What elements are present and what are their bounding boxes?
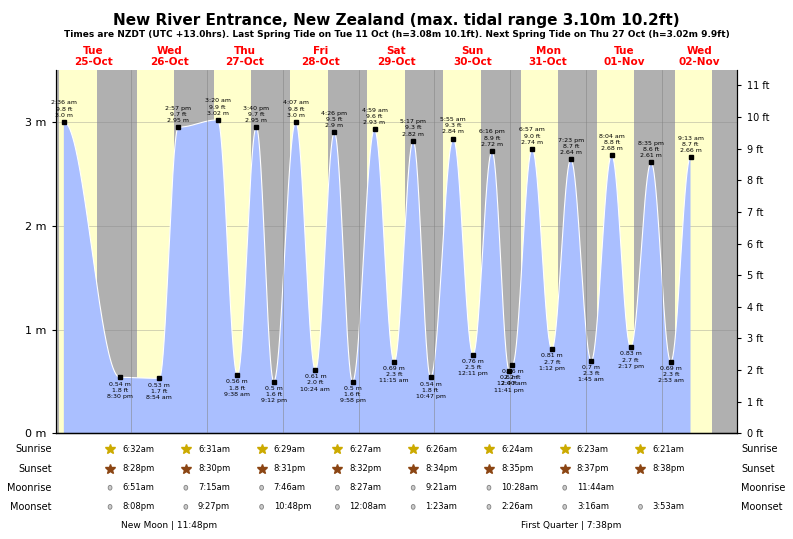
Text: 6:57 am
9.0 ft
2.74 m: 6:57 am 9.0 ft 2.74 m: [519, 127, 545, 145]
Text: 6:32am: 6:32am: [122, 445, 154, 454]
Circle shape: [487, 485, 491, 490]
Bar: [328, 70, 367, 433]
Text: Sunset: Sunset: [741, 464, 775, 474]
Text: 0.66 m
2.2 ft
12:40 am: 0.66 m 2.2 ft 12:40 am: [497, 369, 527, 386]
Bar: [251, 70, 290, 433]
Text: 0.76 m
2.5 ft
12:11 pm: 0.76 m 2.5 ft 12:11 pm: [458, 358, 488, 376]
Text: 8:35pm: 8:35pm: [501, 464, 534, 473]
Bar: [634, 70, 675, 433]
Circle shape: [184, 505, 188, 509]
Text: Moonset: Moonset: [10, 502, 52, 512]
Text: Moonset: Moonset: [741, 502, 783, 512]
Bar: [98, 70, 136, 433]
Text: 7:15am: 7:15am: [198, 483, 230, 492]
Text: 8:32pm: 8:32pm: [350, 464, 381, 473]
Circle shape: [638, 505, 642, 509]
Text: 8:34pm: 8:34pm: [425, 464, 458, 473]
Bar: [712, 70, 737, 433]
Circle shape: [487, 505, 491, 509]
Text: 8:04 am
8.8 ft
2.68 m: 8:04 am 8.8 ft 2.68 m: [599, 134, 625, 151]
Text: Sunrise: Sunrise: [741, 445, 778, 454]
Text: Sunset: Sunset: [18, 464, 52, 474]
Text: 2:26am: 2:26am: [501, 502, 533, 512]
Text: 0.54 m
1.8 ft
10:47 pm: 0.54 m 1.8 ft 10:47 pm: [416, 382, 446, 399]
Text: 2:36 am
9.8 ft
3.0 m: 2:36 am 9.8 ft 3.0 m: [51, 100, 77, 118]
Circle shape: [260, 505, 263, 509]
Text: 0.54 m
1.8 ft
8:30 pm: 0.54 m 1.8 ft 8:30 pm: [107, 382, 133, 399]
Text: 6:24am: 6:24am: [501, 445, 533, 454]
Text: 9:13 am
8.7 ft
2.66 m: 9:13 am 8.7 ft 2.66 m: [677, 136, 703, 153]
Text: New River Entrance, New Zealand (max. tidal range 3.10m 10.2ft): New River Entrance, New Zealand (max. ti…: [113, 13, 680, 29]
Text: 6:26am: 6:26am: [425, 445, 458, 454]
Text: 3:40 pm
9.7 ft
2.95 m: 3:40 pm 9.7 ft 2.95 m: [243, 106, 270, 123]
Bar: [481, 70, 521, 433]
Text: 8:30pm: 8:30pm: [198, 464, 230, 473]
Circle shape: [563, 505, 567, 509]
Text: 3:20 am
9.9 ft
3.02 m: 3:20 am 9.9 ft 3.02 m: [205, 98, 231, 116]
Text: 0.56 m
1.8 ft
9:38 am: 0.56 m 1.8 ft 9:38 am: [224, 379, 251, 397]
Text: 8:37pm: 8:37pm: [577, 464, 609, 473]
Text: 0.69 m
2.3 ft
2:53 am: 0.69 m 2.3 ft 2:53 am: [658, 366, 684, 383]
Bar: [174, 70, 214, 433]
Text: 6:31am: 6:31am: [198, 445, 230, 454]
Text: 8:38pm: 8:38pm: [653, 464, 685, 473]
Text: 10:28am: 10:28am: [501, 483, 538, 492]
Bar: [56, 70, 59, 433]
Circle shape: [184, 485, 188, 490]
Text: 0.69 m
2.3 ft
11:15 am: 0.69 m 2.3 ft 11:15 am: [379, 366, 409, 383]
Text: 0.7 m
2.3 ft
1:45 am: 0.7 m 2.3 ft 1:45 am: [578, 365, 604, 382]
Text: 5:55 am
9.3 ft
2.84 m: 5:55 am 9.3 ft 2.84 m: [440, 117, 466, 134]
Text: 7:23 pm
8.7 ft
2.64 m: 7:23 pm 8.7 ft 2.64 m: [557, 138, 584, 155]
Text: 6:29am: 6:29am: [274, 445, 305, 454]
Text: 6:27am: 6:27am: [350, 445, 381, 454]
Text: 10:48pm: 10:48pm: [274, 502, 311, 512]
Text: 8:27am: 8:27am: [350, 483, 381, 492]
Text: 6:51am: 6:51am: [122, 483, 154, 492]
Text: 5:17 pm
9.3 ft
2.82 m: 5:17 pm 9.3 ft 2.82 m: [400, 119, 426, 136]
Text: 6:23am: 6:23am: [577, 445, 609, 454]
Text: 1:23am: 1:23am: [425, 502, 458, 512]
Text: 6:16 pm
8.9 ft
2.72 m: 6:16 pm 8.9 ft 2.72 m: [479, 129, 505, 147]
Text: Moonrise: Moonrise: [7, 483, 52, 493]
Text: 0.6 m
2.0 ft
11:41 pm: 0.6 m 2.0 ft 11:41 pm: [495, 375, 524, 393]
Text: 0.53 m
1.7 ft
8:54 am: 0.53 m 1.7 ft 8:54 am: [147, 383, 172, 400]
Circle shape: [108, 485, 112, 490]
Text: 6:21am: 6:21am: [653, 445, 684, 454]
Text: 0.5 m
1.6 ft
9:12 pm: 0.5 m 1.6 ft 9:12 pm: [261, 385, 287, 403]
Circle shape: [412, 505, 415, 509]
Text: New Moon | 11:48pm: New Moon | 11:48pm: [121, 521, 217, 530]
Text: 4:26 pm
9.5 ft
2.9 m: 4:26 pm 9.5 ft 2.9 m: [321, 111, 347, 128]
Circle shape: [335, 505, 339, 509]
Text: First Quarter | 7:38pm: First Quarter | 7:38pm: [520, 521, 621, 530]
Text: 7:46am: 7:46am: [274, 483, 306, 492]
Text: 4:07 am
9.8 ft
3.0 m: 4:07 am 9.8 ft 3.0 m: [283, 100, 308, 118]
Circle shape: [108, 505, 112, 509]
Text: 2:57 pm
9.7 ft
2.95 m: 2:57 pm 9.7 ft 2.95 m: [165, 106, 191, 123]
Text: 0.5 m
1.6 ft
9:58 pm: 0.5 m 1.6 ft 9:58 pm: [339, 385, 366, 403]
Text: 0.81 m
2.7 ft
1:12 pm: 0.81 m 2.7 ft 1:12 pm: [538, 354, 565, 371]
Bar: [558, 70, 597, 433]
Text: 11:44am: 11:44am: [577, 483, 614, 492]
Text: Sunrise: Sunrise: [15, 445, 52, 454]
Text: 8:31pm: 8:31pm: [274, 464, 306, 473]
Text: 3:53am: 3:53am: [653, 502, 684, 512]
Text: 9:27pm: 9:27pm: [198, 502, 230, 512]
Text: 9:21am: 9:21am: [425, 483, 457, 492]
Text: 8:28pm: 8:28pm: [122, 464, 155, 473]
Circle shape: [335, 485, 339, 490]
Bar: [405, 70, 443, 433]
Circle shape: [563, 485, 567, 490]
Circle shape: [260, 485, 263, 490]
Text: 0.83 m
2.7 ft
2:17 pm: 0.83 m 2.7 ft 2:17 pm: [618, 351, 644, 369]
Text: 8:35 pm
8.6 ft
2.61 m: 8:35 pm 8.6 ft 2.61 m: [638, 141, 664, 158]
Text: Moonrise: Moonrise: [741, 483, 786, 493]
Text: 8:08pm: 8:08pm: [122, 502, 155, 512]
Text: 3:16am: 3:16am: [577, 502, 609, 512]
Text: Times are NZDT (UTC +13.0hrs). Last Spring Tide on Tue 11 Oct (h=3.08m 10.1ft). : Times are NZDT (UTC +13.0hrs). Last Spri…: [63, 30, 730, 39]
Text: 12:08am: 12:08am: [350, 502, 387, 512]
Text: 4:59 am
9.6 ft
2.93 m: 4:59 am 9.6 ft 2.93 m: [362, 108, 388, 125]
Circle shape: [412, 485, 415, 490]
Text: 0.61 m
2.0 ft
10:24 am: 0.61 m 2.0 ft 10:24 am: [301, 374, 331, 392]
